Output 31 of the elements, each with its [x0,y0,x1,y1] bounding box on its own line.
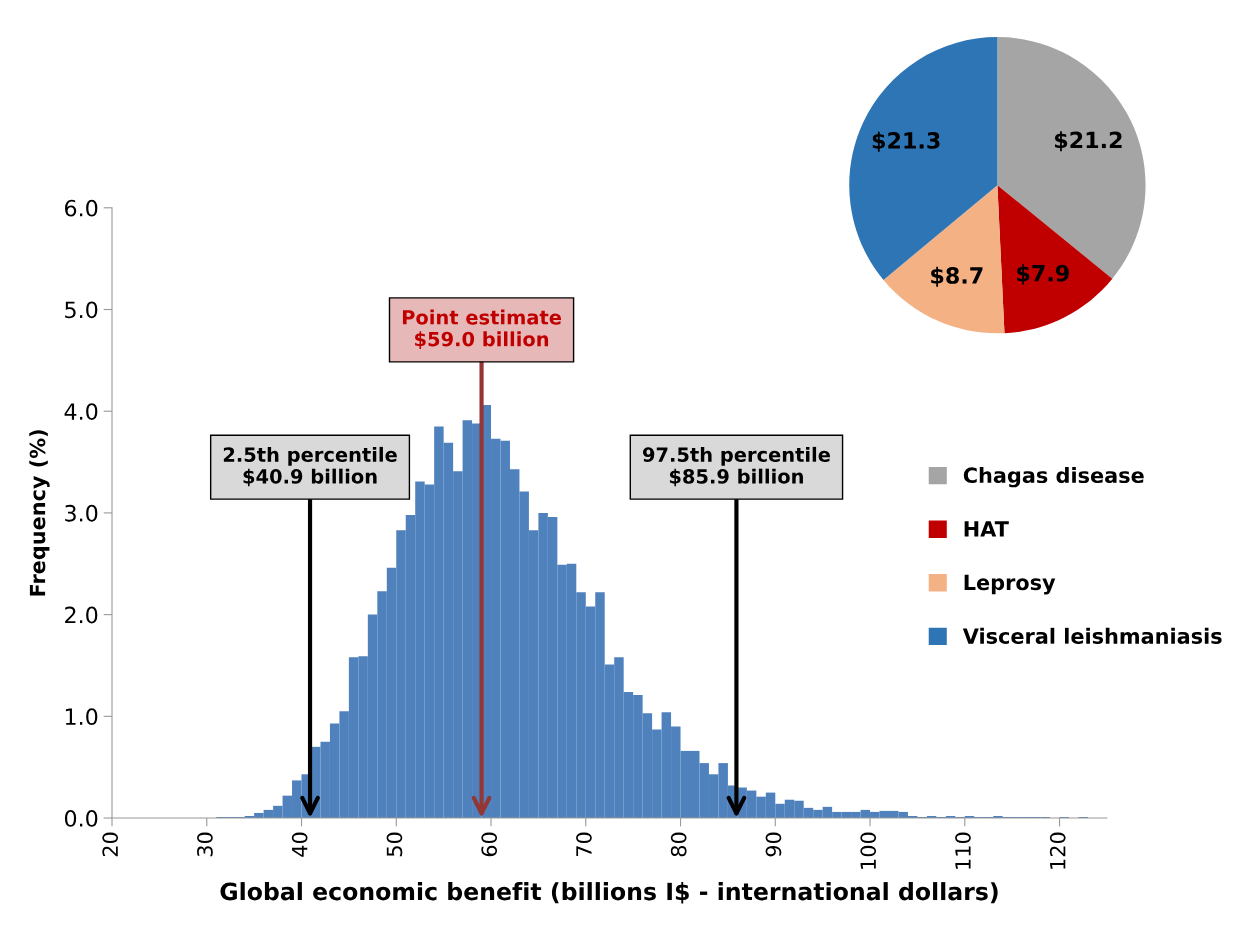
y-tick-label: 0.0 [64,809,98,827]
annotation: 2.5th percentile $40.9 billion [223,446,397,487]
x-tick-label: 110 [955,832,971,869]
y-tick-label: 4.0 [64,403,98,420]
x-tick-label: 20 [102,832,119,857]
data-label: $21.3 [872,131,940,152]
data-label: $21.2 [1054,131,1122,152]
x-tick-label: 70 [576,832,592,857]
x-tick-label: 100 [860,832,877,869]
x-tick-label: 80 [670,832,687,857]
legend-label: Leprosy [964,574,1056,595]
x-axis-title: Global economic benefit (billions I$ - international dollars) [220,882,998,904]
x-tick-label: 120 [1049,832,1066,869]
annotation: Point estimate $59.0 billion [402,309,561,349]
x-tick-label: 50 [386,832,403,857]
y-tick-label: 6.0 [65,199,98,217]
legend-label: HAT [964,521,1009,537]
y-tick-label: 2.0 [65,606,98,624]
annotation: 97.5th percentile $85.9 billion [642,446,830,487]
data-label: $8.7 [931,266,983,287]
y-axis-title: Frequency (%) [29,430,50,596]
y-tick-label: 1.0 [65,708,98,726]
x-tick-label: 60 [481,832,498,857]
data-label: $7.9 [1017,264,1069,285]
y-tick-label: 3.0 [65,504,98,522]
y-tick-label: 5.0 [65,301,98,319]
legend-label: Chagas disease [963,466,1144,488]
legend-label: Visceral leishmaniasis [962,627,1222,644]
x-tick-label: 30 [197,832,213,857]
x-tick-label: 90 [765,832,782,857]
x-tick-label: 40 [291,832,308,857]
